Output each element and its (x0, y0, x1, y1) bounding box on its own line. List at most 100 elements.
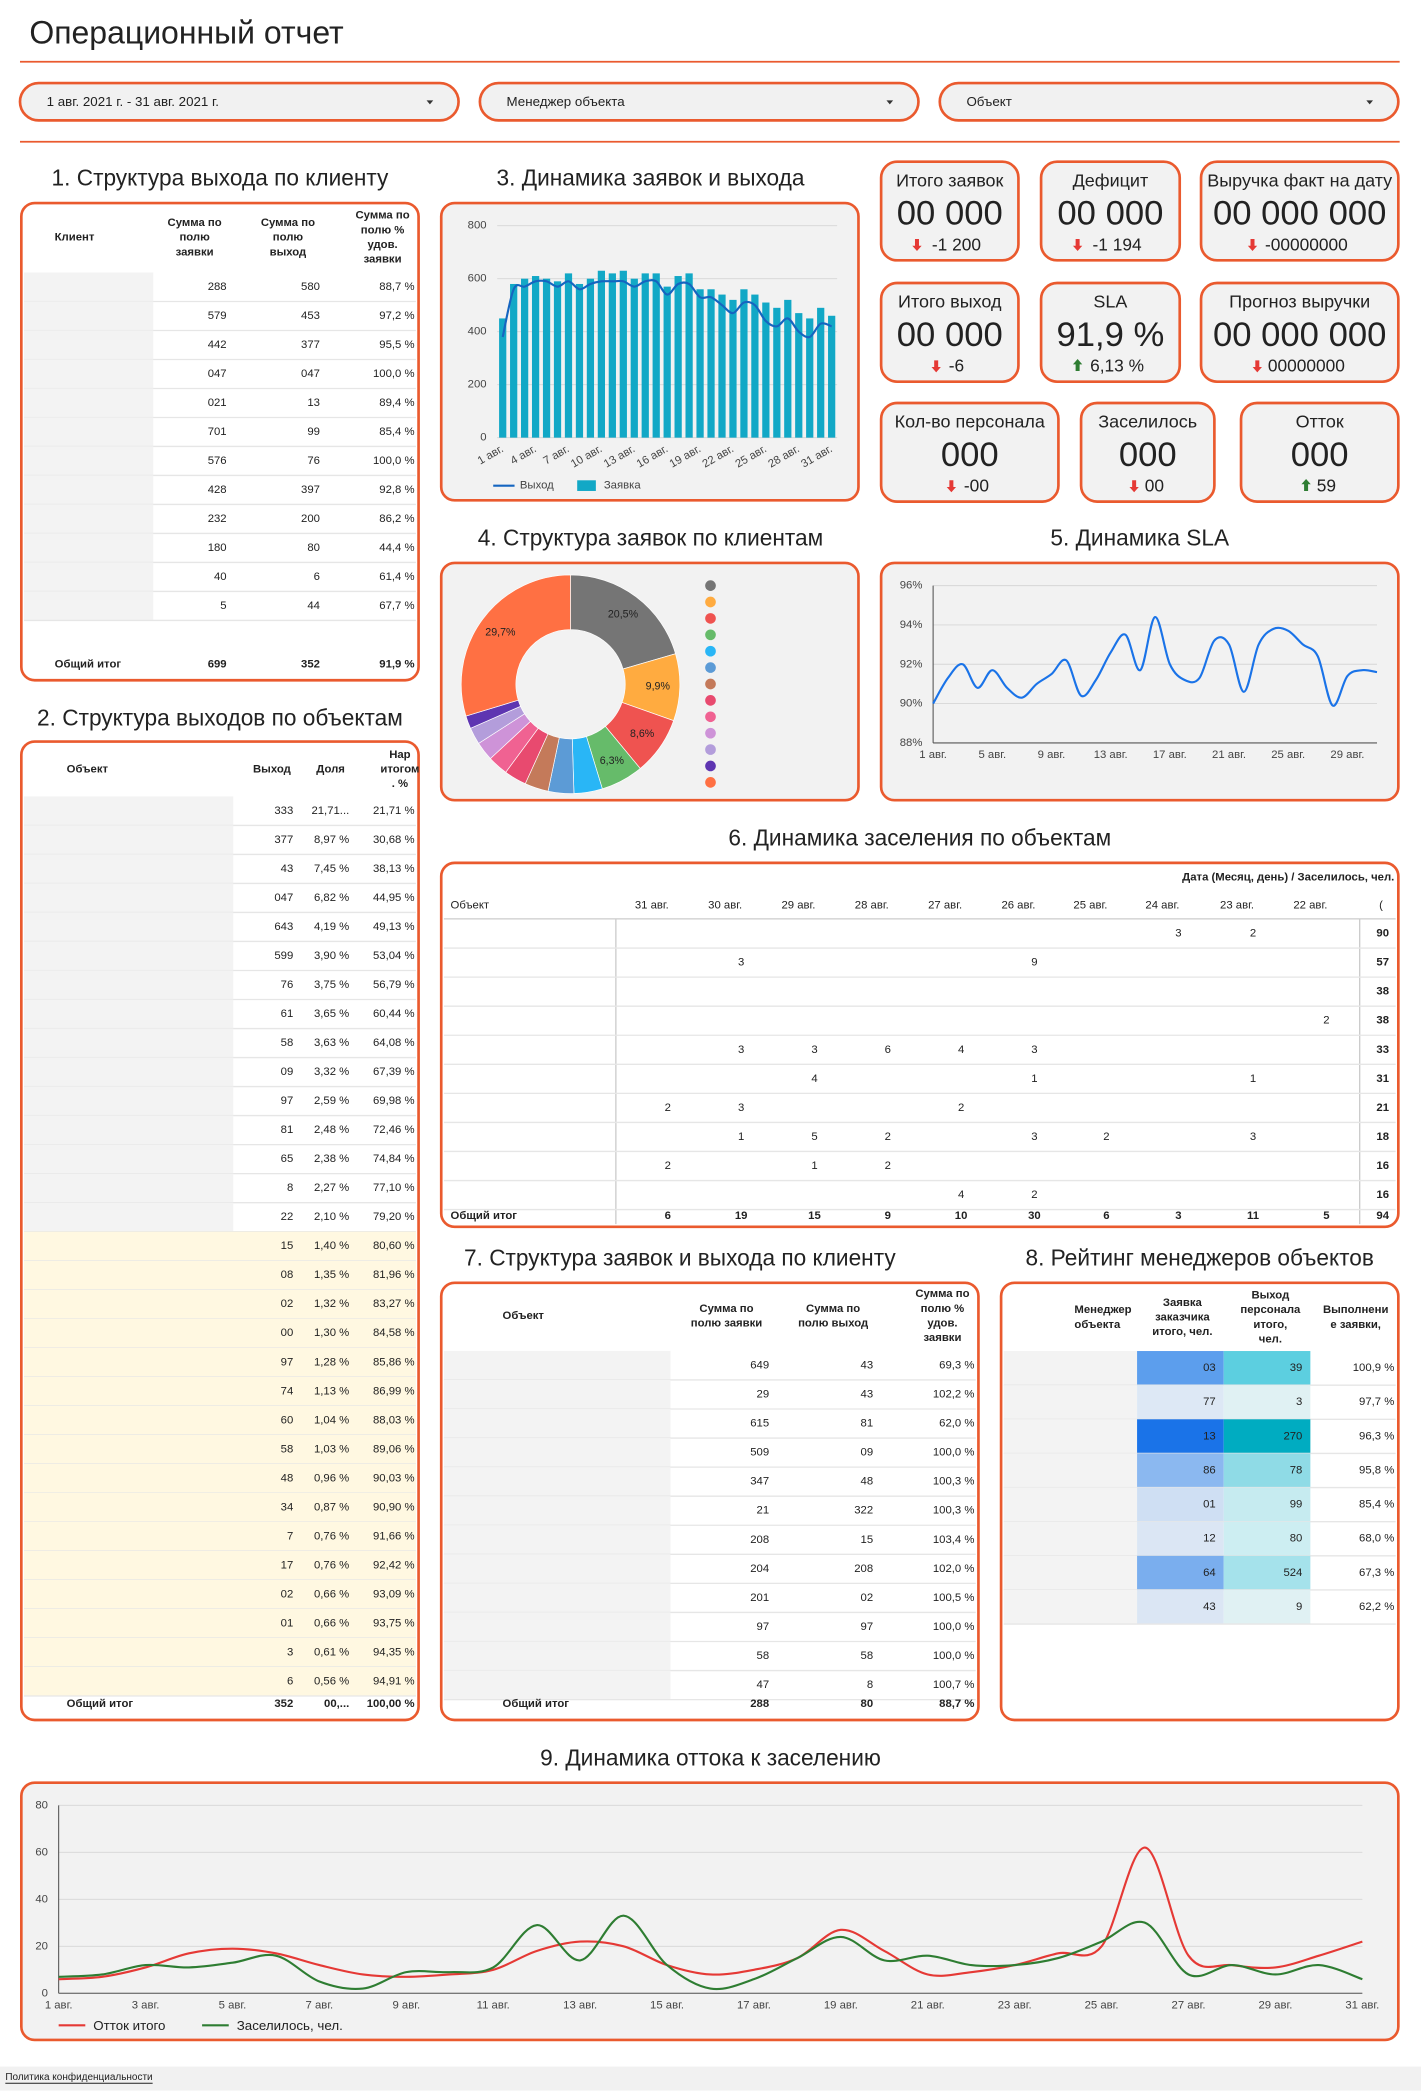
panel (1199, 160, 1400, 262)
cell-bg (443, 1409, 671, 1439)
kpi-label: Итого выход (898, 292, 1002, 312)
table-cell: 2,27 % (314, 1182, 349, 1194)
cell-bg (23, 1144, 234, 1174)
total-cell: Общий итог (451, 1210, 518, 1222)
table-cell: 16 (1376, 1160, 1389, 1172)
cell-bg (23, 301, 154, 331)
table-cell: 34 (281, 1501, 294, 1513)
table-cell: 09 (281, 1066, 294, 1078)
legend-label: Заявка (604, 480, 641, 492)
bar (729, 299, 737, 438)
table-cell: 69,3 % (939, 1359, 974, 1371)
column-header: Заявка (1163, 1297, 1203, 1309)
line (58, 1914, 1363, 1991)
kpi-label: SLA (1093, 292, 1127, 312)
legend-dot (705, 711, 716, 723)
table-cell: 44 (307, 600, 320, 612)
x-tick-label: 21 авг. (911, 1999, 945, 2011)
total-cell: 91,9 % (379, 658, 414, 670)
table-cell: 3 (1031, 1131, 1037, 1143)
table-cell: 3 (1296, 1396, 1302, 1408)
cell-bg (23, 854, 234, 884)
table-cell: 33 (1376, 1044, 1389, 1056)
table-cell: 442 (208, 339, 227, 351)
table-cell: 102,2 % (933, 1388, 975, 1400)
cell-bg (1003, 1385, 1138, 1420)
kpi-value: 00 000 000 (1213, 195, 1386, 233)
table-cell: 580 (301, 281, 320, 293)
kpi-value: 000 (941, 436, 999, 474)
column-header: 25 авг. (1073, 900, 1107, 912)
column-header: 27 авг. (928, 900, 962, 912)
table-cell: 6 (885, 1044, 891, 1056)
cell-bg (1003, 1555, 1138, 1590)
table-cell: 85,4 % (1359, 1499, 1394, 1511)
table-cell: 89,06 % (373, 1443, 415, 1455)
filter-dropdown[interactable] (938, 81, 1400, 122)
legend-swatch (577, 480, 596, 491)
table-cell: 428 (208, 484, 227, 496)
kpi-label: Дефицит (1073, 170, 1149, 190)
x-tick-label: 9 авг. (1038, 749, 1066, 761)
trend-arrow (1072, 239, 1083, 252)
heat-cell (1223, 1521, 1311, 1556)
table-cell: 3 (738, 1044, 744, 1056)
heat-cell (1137, 1487, 1224, 1522)
table-cell: 38,13 % (373, 863, 415, 875)
y-tick-label: 0 (480, 432, 486, 444)
table-cell: 100,0 % (933, 1447, 975, 1459)
table-cell: 15 (281, 1240, 294, 1252)
cell-bg (23, 591, 154, 621)
bar (542, 278, 551, 438)
table-cell: 92,42 % (373, 1559, 415, 1571)
pie-slice (570, 574, 676, 670)
y-tick-label: 60 (35, 1846, 48, 1858)
heat-cell (1223, 1385, 1311, 1420)
column-header: Объект (503, 1310, 545, 1322)
privacy-link[interactable]: Политика конфиденциальности (5, 2071, 152, 2083)
total-cell: 9 (885, 1210, 891, 1222)
kpi-value: 00 000 (1057, 195, 1163, 233)
table-cell: 80 (307, 542, 320, 554)
column-header: 22 авг. (1293, 900, 1327, 912)
heat-cell (1137, 1351, 1224, 1386)
table-cell: 86 (1203, 1464, 1216, 1476)
kpi-value: 00 000 (897, 316, 1003, 354)
table-cell: 2,59 % (314, 1095, 349, 1107)
cell-bg (443, 1350, 671, 1380)
table-cell: 99 (307, 426, 320, 438)
column-header: 26 авг. (1001, 900, 1035, 912)
table-cell: 58 (861, 1650, 874, 1662)
panel (1039, 160, 1182, 262)
heat-cell (1137, 1453, 1224, 1488)
table-cell: 81 (861, 1418, 874, 1430)
table-cell: 2 (1031, 1189, 1037, 1201)
table-cell: 97,2 % (379, 310, 414, 322)
table-cell: 347 (750, 1476, 769, 1488)
column-header: заявки (923, 1332, 961, 1344)
x-tick-label: 1 авг. (919, 749, 947, 761)
table-cell: 2 (665, 1102, 671, 1114)
filter-dropdown[interactable] (18, 81, 460, 122)
table-cell: 3 (738, 957, 744, 969)
trend-arrow (931, 360, 941, 373)
table-cell: 4 (811, 1073, 817, 1085)
table-cell: 1,32 % (314, 1298, 349, 1310)
bar (828, 315, 836, 438)
kpi-label: Прогноз выручки (1229, 292, 1370, 312)
table-cell: 2 (885, 1160, 891, 1172)
table-cell: 56,79 % (373, 979, 415, 991)
filter-dropdown[interactable] (478, 81, 920, 122)
table-cell: 1,40 % (314, 1240, 349, 1252)
table-cell: 72,46 % (373, 1124, 415, 1136)
table-cell: 94,35 % (373, 1646, 415, 1658)
table-cell: 208 (750, 1534, 769, 1546)
column-header: объекта (1074, 1319, 1121, 1331)
table-cell: 1 (738, 1131, 744, 1143)
bar (817, 307, 825, 438)
cell-bg (1003, 1521, 1138, 1556)
table-cell: 1,04 % (314, 1414, 349, 1426)
section-title: 4. Структура заявок по клиентам (478, 525, 823, 551)
cell-bg (23, 970, 234, 1000)
table-cell: 93,09 % (373, 1588, 415, 1600)
